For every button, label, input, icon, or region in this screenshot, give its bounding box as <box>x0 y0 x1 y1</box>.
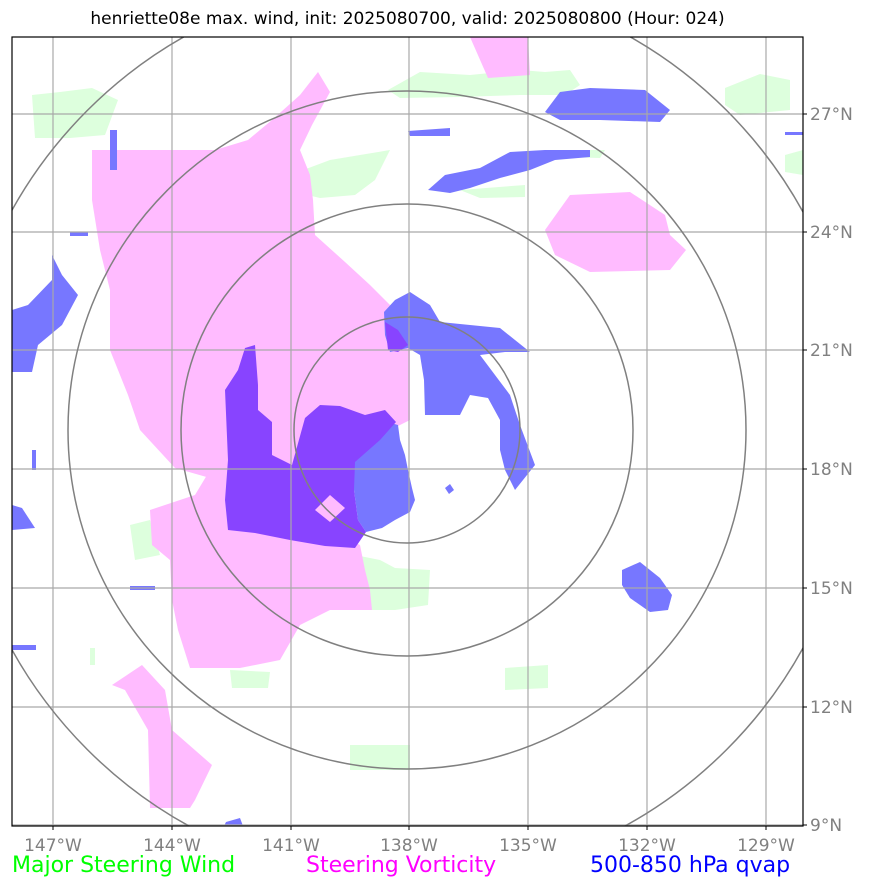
lat-label: 15°N <box>810 579 853 599</box>
legend-steering-wind: Major Steering Wind <box>12 853 236 878</box>
lon-label: 138°W <box>380 836 438 856</box>
lon-label: 135°W <box>499 836 557 856</box>
lat-label: 27°N <box>810 105 853 125</box>
lat-label: 21°N <box>810 341 853 361</box>
lat-labels: 27°N 24°N 21°N 18°N 15°N 12°N 9°N <box>810 105 853 836</box>
lon-label: 147°W <box>24 836 82 856</box>
lat-label: 24°N <box>810 223 853 243</box>
graticule <box>12 37 803 826</box>
legend-steering-vorticity: Steering Vorticity <box>306 853 497 878</box>
lon-label: 141°W <box>262 836 320 856</box>
lon-label: 132°W <box>618 836 676 856</box>
lat-label: 9°N <box>810 816 842 836</box>
chart-title: henriette08e max. wind, init: 2025080700… <box>90 9 725 29</box>
lon-label: 129°W <box>737 836 795 856</box>
lon-labels: 147°W 144°W 141°W 138°W 135°W 132°W 129°… <box>24 836 795 856</box>
tick-marks <box>52 113 807 830</box>
range-rings <box>12 37 803 826</box>
legend-qvap: 500-850 hPa qvap <box>590 853 791 878</box>
lon-label: 144°W <box>143 836 201 856</box>
lat-label: 18°N <box>810 460 853 480</box>
overlap-areas <box>225 322 408 548</box>
center-vorticity-patch <box>315 495 345 522</box>
plot-frame <box>11 36 804 827</box>
lat-label: 12°N <box>810 698 853 718</box>
